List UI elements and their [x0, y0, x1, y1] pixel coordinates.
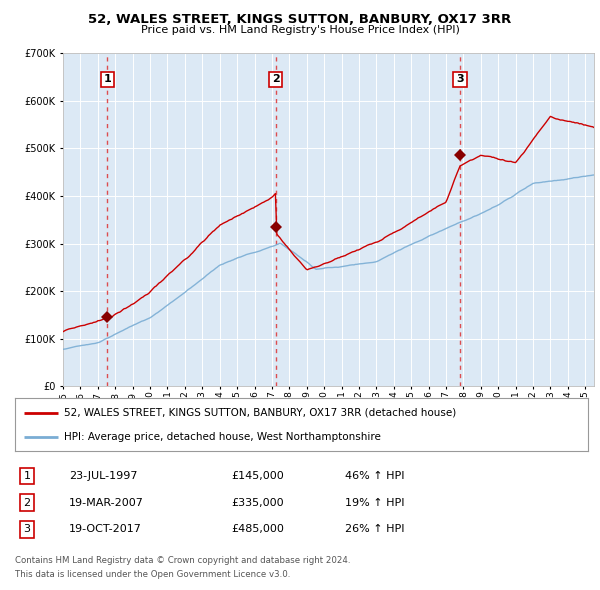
Text: HPI: Average price, detached house, West Northamptonshire: HPI: Average price, detached house, West… [64, 432, 380, 442]
Text: Price paid vs. HM Land Registry's House Price Index (HPI): Price paid vs. HM Land Registry's House … [140, 25, 460, 35]
Text: 52, WALES STREET, KINGS SUTTON, BANBURY, OX17 3RR: 52, WALES STREET, KINGS SUTTON, BANBURY,… [88, 13, 512, 26]
Text: 23-JUL-1997: 23-JUL-1997 [69, 471, 137, 481]
Text: 3: 3 [456, 74, 464, 84]
Text: £485,000: £485,000 [231, 525, 284, 534]
Text: 52, WALES STREET, KINGS SUTTON, BANBURY, OX17 3RR (detached house): 52, WALES STREET, KINGS SUTTON, BANBURY,… [64, 408, 456, 418]
Text: 26% ↑ HPI: 26% ↑ HPI [345, 525, 404, 534]
Text: £335,000: £335,000 [231, 498, 284, 507]
Text: 19% ↑ HPI: 19% ↑ HPI [345, 498, 404, 507]
Text: 46% ↑ HPI: 46% ↑ HPI [345, 471, 404, 481]
Text: 1: 1 [104, 74, 111, 84]
Text: 19-MAR-2007: 19-MAR-2007 [69, 498, 144, 507]
Text: 1: 1 [23, 471, 31, 481]
Text: 2: 2 [23, 498, 31, 507]
Text: 3: 3 [23, 525, 31, 534]
Text: 2: 2 [272, 74, 280, 84]
Text: £145,000: £145,000 [231, 471, 284, 481]
Text: Contains HM Land Registry data © Crown copyright and database right 2024.: Contains HM Land Registry data © Crown c… [15, 556, 350, 565]
Text: 19-OCT-2017: 19-OCT-2017 [69, 525, 142, 534]
Text: This data is licensed under the Open Government Licence v3.0.: This data is licensed under the Open Gov… [15, 571, 290, 579]
